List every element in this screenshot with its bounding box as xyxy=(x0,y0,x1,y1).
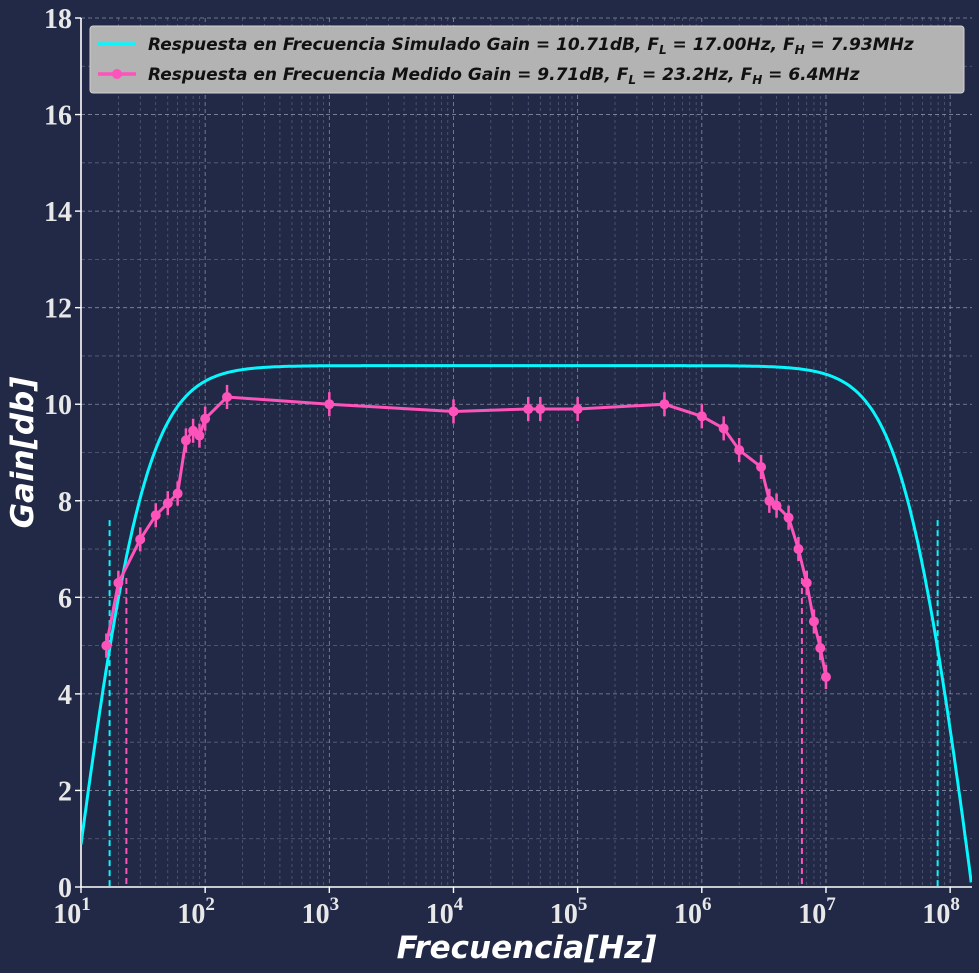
x-tick-label: 108 xyxy=(922,894,960,930)
y-tick-label: 0 xyxy=(58,873,72,904)
y-tick-label: 18 xyxy=(44,4,72,35)
y-tick-label: 16 xyxy=(44,101,72,132)
measured-data-point xyxy=(793,544,804,555)
y-tick-label: 4 xyxy=(58,680,72,711)
measured-data-point xyxy=(696,411,707,422)
measured-data-point xyxy=(718,423,729,434)
measured-data-point xyxy=(200,413,211,424)
measured-data-point xyxy=(535,404,546,415)
y-axis-label: Gain[db] xyxy=(5,377,41,529)
legend-entry-measured: Respuesta en Frecuencia Medido Gain = 9.… xyxy=(98,65,860,87)
measured-data-point xyxy=(523,404,534,415)
measured-data-point xyxy=(194,430,205,441)
simulated-response-line xyxy=(81,364,972,883)
y-tick-labels: 0 2 4 6 8 10 12 14 16 18 xyxy=(44,4,81,904)
measured-data-point xyxy=(162,498,173,509)
measured-data-point xyxy=(815,643,826,654)
x-axis-label: Frecuencia[Hz] xyxy=(397,930,657,966)
measured-data-point xyxy=(801,577,812,588)
y-tick-label: 12 xyxy=(44,294,72,325)
measured-data-point xyxy=(659,399,670,410)
x-tick-label: 101 xyxy=(53,894,91,930)
measured-data-point xyxy=(101,640,112,651)
y-tick-label: 6 xyxy=(58,583,72,614)
measured-data-point xyxy=(783,512,794,523)
measured-data-point xyxy=(180,435,191,446)
legend-entry-simulated: Respuesta en Frecuencia Simulado Gain = … xyxy=(98,35,914,57)
measured-response-line xyxy=(104,395,828,678)
measured-data-point xyxy=(324,399,335,410)
measured-data-point xyxy=(820,671,831,682)
x-tick-label: 103 xyxy=(302,894,340,930)
grid xyxy=(80,17,972,888)
x-tick-labels: 101 102 103 104 105 106 107 108 xyxy=(53,887,960,930)
measured-data-point xyxy=(135,534,146,545)
measured-data-point xyxy=(771,500,782,511)
legend-box xyxy=(89,25,965,94)
measured-data-point xyxy=(150,510,161,521)
x-tick-label: 105 xyxy=(550,894,588,930)
legend-swatch-marker xyxy=(112,69,122,79)
measured-data-point xyxy=(113,577,124,588)
measured-data-point xyxy=(222,391,233,402)
x-tick-label: 107 xyxy=(798,894,836,930)
measured-data-point xyxy=(172,488,183,499)
measured-data-point xyxy=(808,616,819,627)
y-tick-label: 2 xyxy=(58,776,72,807)
x-tick-label: 102 xyxy=(177,894,215,930)
legend-label: Respuesta en Frecuencia Medido Gain = 9.… xyxy=(148,65,860,87)
measured-data-point xyxy=(764,495,775,506)
measured-data-point xyxy=(734,445,745,456)
measured-points xyxy=(101,384,831,690)
measured-data-point xyxy=(448,406,459,417)
measured-data-point xyxy=(756,461,767,472)
measured-data-point xyxy=(572,404,583,415)
y-tick-label: 14 xyxy=(44,197,72,228)
legend-label: Respuesta en Frecuencia Simulado Gain = … xyxy=(148,35,914,57)
x-tick-label: 104 xyxy=(426,894,464,930)
y-tick-label: 8 xyxy=(58,487,72,518)
y-tick-label: 10 xyxy=(44,390,72,421)
x-tick-label: 106 xyxy=(674,894,712,930)
legend: Respuesta en Frecuencia Simulado Gain = … xyxy=(89,25,965,94)
